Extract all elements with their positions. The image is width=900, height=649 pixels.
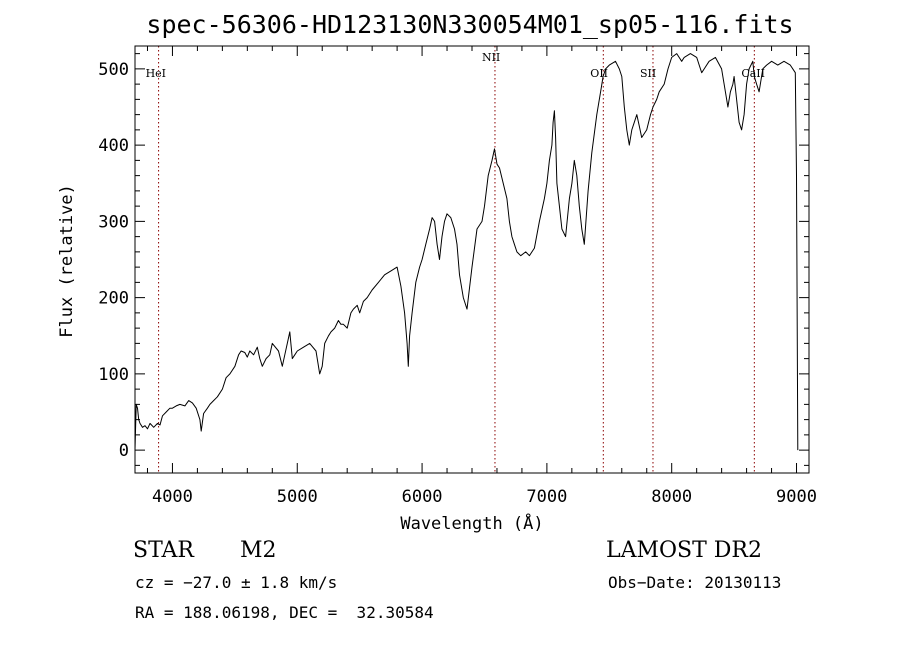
observation-date: Obs−Date: 20130113 [608,573,782,592]
spectral-line-markers: HeI NII OII SII CaII [146,46,765,473]
x-tick-label: 9000 [776,487,817,507]
y-tick-label: 200 [98,289,129,309]
x-axis: 4000 5000 6000 7000 8000 9000 [146,46,817,507]
spectral-line-label: CaII [741,67,765,80]
redshift-info: cz = −27.0 ± 1.8 km/s [135,573,338,592]
y-tick-label: 400 [98,136,129,156]
spectral-line-label: SII [640,67,656,80]
survey-name: LAMOST DR2 [606,538,762,563]
y-tick-label: 100 [98,365,129,385]
object-type: STAR [133,538,194,563]
x-tick-label: 4000 [152,487,193,507]
plot-frame [134,45,810,474]
object-subclass: M2 [240,538,277,563]
y-tick-label: 300 [98,212,129,232]
y-axis: 0 100 200 300 400 500 [98,53,809,466]
x-axis-label: Wavelength (Å) [400,512,543,534]
y-axis-label: Flux (relative) [57,184,77,338]
y-tick-label: 500 [98,60,129,80]
x-tick-label: 5000 [277,487,318,507]
chart-title: spec-56306-HD123130N330054M01_sp05-116.f… [146,10,793,39]
x-tick-label: 6000 [402,487,443,507]
y-tick-label: 0 [119,441,129,461]
spectral-line-label: HeI [146,67,166,80]
spectrum-series [134,53,799,451]
x-tick-label: 8000 [651,487,692,507]
spectral-line-label: OII [590,67,608,80]
spectral-line-label: NII [482,51,500,64]
x-tick-label: 7000 [526,487,567,507]
spectrum-line [134,53,799,451]
coordinates-info: RA = 188.06198, DEC = 32.30584 [135,603,434,622]
